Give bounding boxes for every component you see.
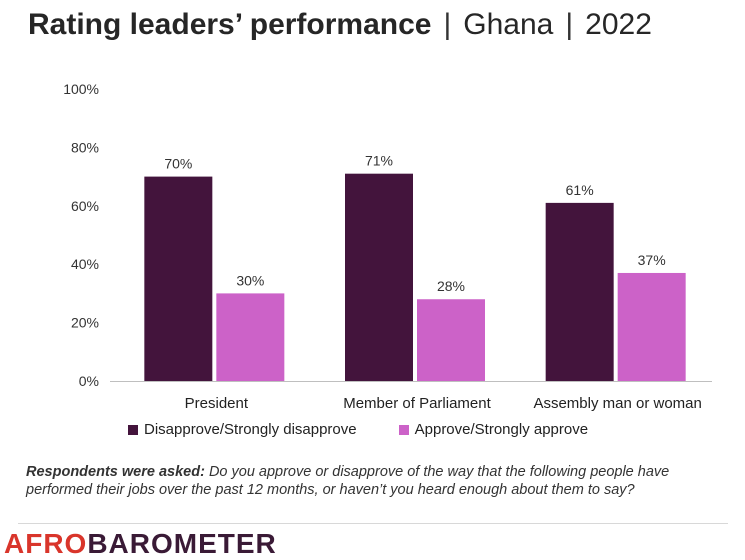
bar-value-label: 30% — [236, 272, 264, 288]
afrobarometer-logo: AFROBAROMETER — [4, 528, 277, 560]
title-separator: | — [443, 8, 452, 41]
x-category-label: Assembly man or woman — [533, 395, 701, 412]
legend-item-approve: Approve/Strongly approve — [398, 421, 589, 438]
bar — [545, 202, 614, 381]
bar — [144, 176, 213, 381]
y-tick-label: 100% — [63, 81, 99, 97]
legend-label-disapprove: Disapprove/Strongly disapprove — [144, 421, 357, 438]
survey-question: Respondents were asked: Do you approve o… — [26, 463, 726, 499]
bar — [345, 173, 413, 381]
x-category-label: Member of Parliament — [343, 395, 491, 412]
question-label: Respondents were asked: — [26, 464, 205, 480]
y-tick-label: 0% — [79, 373, 99, 389]
y-tick-label: 80% — [71, 139, 99, 155]
y-tick-label: 60% — [71, 198, 99, 214]
y-tick-label: 40% — [71, 256, 99, 272]
chart-legend: Disapprove/Strongly disapprove Approve/S… — [128, 421, 588, 438]
logo-part-afro: AFRO — [4, 528, 88, 559]
bar-value-label: 37% — [638, 252, 666, 268]
legend-swatch-approve — [398, 424, 409, 435]
bar — [417, 299, 485, 381]
chart-title: Rating leaders’ performance | Ghana | 2022 — [28, 8, 652, 42]
bar — [617, 272, 686, 381]
footer-divider — [18, 523, 728, 524]
bar-value-label: 70% — [164, 156, 192, 172]
title-year: 2022 — [585, 8, 652, 41]
question-text: Do you approve or disapprove of the way … — [26, 464, 670, 498]
bar-value-label: 71% — [365, 153, 393, 169]
y-tick-label: 20% — [71, 315, 99, 331]
legend-swatch-disapprove — [128, 424, 138, 435]
title-country: Ghana — [463, 8, 554, 41]
bar-chart: 0% 20% 40% 60% 80% 100% 70% 30% President 71% 28% M… — [63, 81, 712, 412]
bar-value-label: 61% — [566, 182, 594, 198]
x-category-label: President — [185, 395, 249, 412]
legend-label-approve: Approve/Strongly approve — [414, 421, 589, 438]
bar-value-label: 28% — [437, 278, 465, 294]
bar — [216, 293, 285, 381]
logo-part-barometer: BAROMETER — [87, 528, 277, 559]
title-separator: | — [565, 8, 574, 41]
title-main: Rating leaders’ performance — [28, 8, 432, 41]
legend-item-disapprove: Disapprove/Strongly disapprove — [128, 421, 357, 438]
